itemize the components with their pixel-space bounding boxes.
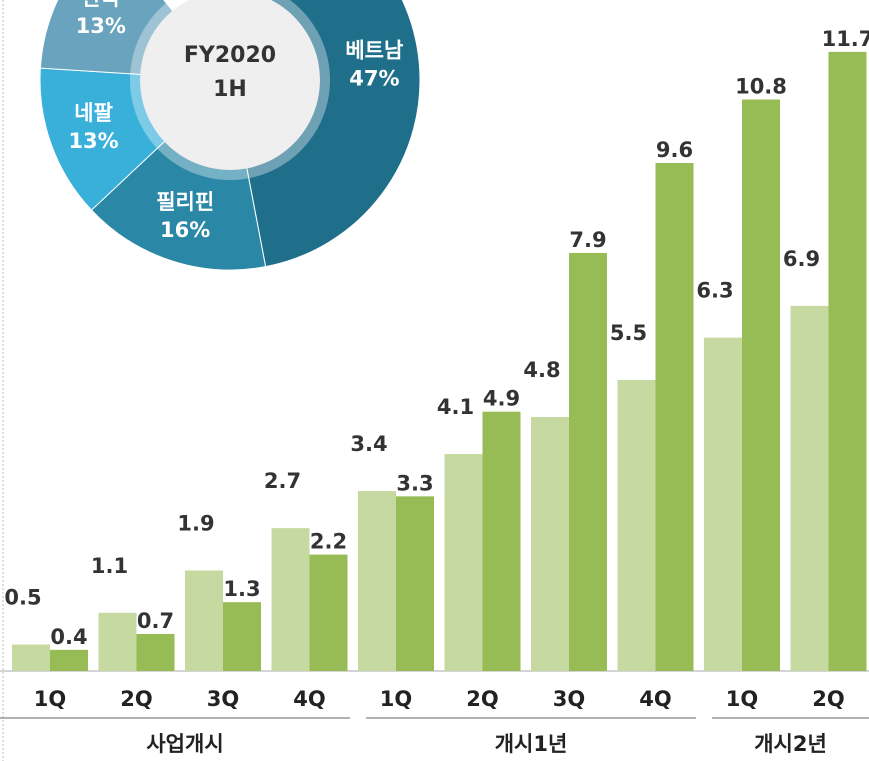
- group-label: 사업개시: [146, 732, 223, 756]
- bar: [12, 644, 50, 671]
- value-label: 4.9: [483, 387, 520, 411]
- value-label: 0.5: [4, 586, 41, 610]
- value-label: 0.7: [137, 609, 174, 633]
- bar: [50, 649, 88, 671]
- x-tick-label: 2Q: [120, 687, 152, 711]
- bar: [742, 99, 780, 671]
- bar: [655, 163, 694, 671]
- value-label: 3.4: [350, 432, 387, 456]
- slice-value: 16%: [160, 218, 210, 242]
- bar: [271, 528, 310, 671]
- slice-value: 13%: [76, 14, 126, 38]
- center-label: 1H: [213, 77, 247, 102]
- x-tick-label: 2Q: [466, 687, 498, 711]
- x-tick-label: 3Q: [207, 687, 239, 711]
- value-label: 1.9: [177, 511, 214, 535]
- bar: [136, 633, 175, 671]
- bar: [309, 554, 348, 671]
- value-label: 1.1: [91, 554, 128, 578]
- slice-name: 한국: [81, 0, 120, 10]
- x-tick-label: 1Q: [34, 687, 66, 711]
- bar: [185, 570, 223, 671]
- slice-name: 필리핀: [156, 190, 214, 214]
- center: [140, 0, 320, 170]
- group-label: 개시1년: [495, 732, 568, 756]
- value-label: 5.5: [610, 321, 647, 345]
- value-label: 10.8: [735, 75, 787, 99]
- bar: [617, 379, 656, 671]
- bar: [790, 305, 829, 671]
- slice-name: 베트남: [345, 38, 403, 62]
- bar: [98, 612, 137, 671]
- value-label: 2.2: [310, 530, 347, 554]
- bar: [223, 602, 261, 671]
- bar: [396, 496, 434, 671]
- x-tick-label: 4Q: [293, 687, 325, 711]
- bar: [482, 411, 521, 671]
- value-label: 4.8: [523, 358, 560, 382]
- value-label: 2.7: [264, 469, 301, 493]
- bar: [828, 51, 867, 671]
- value-label: 7.9: [569, 228, 606, 252]
- bar: [531, 417, 569, 671]
- x-tick-label: 3Q: [553, 687, 585, 711]
- value-label: 6.9: [783, 247, 820, 271]
- slice-name: 네팔: [74, 101, 113, 125]
- value-label: 4.1: [437, 395, 474, 419]
- slice-value: 13%: [68, 129, 118, 153]
- group-label: 개시2년: [754, 732, 827, 756]
- bar: [569, 252, 607, 672]
- x-tick-label: 2Q: [812, 687, 844, 711]
- bar: [358, 491, 396, 671]
- value-label: 11.7: [822, 27, 869, 51]
- value-label: 1.3: [223, 577, 260, 601]
- x-tick-label: 4Q: [639, 687, 671, 711]
- bar: [704, 337, 742, 671]
- slice-value: 47%: [349, 66, 399, 90]
- bar: [444, 454, 483, 671]
- x-tick-label: 1Q: [726, 687, 758, 711]
- x-tick-label: 1Q: [380, 687, 412, 711]
- value-label: 3.3: [396, 471, 433, 495]
- value-label: 9.6: [656, 138, 693, 162]
- center-label: FY2020: [184, 43, 276, 68]
- value-label: 0.4: [50, 625, 87, 649]
- value-label: 6.3: [696, 279, 733, 303]
